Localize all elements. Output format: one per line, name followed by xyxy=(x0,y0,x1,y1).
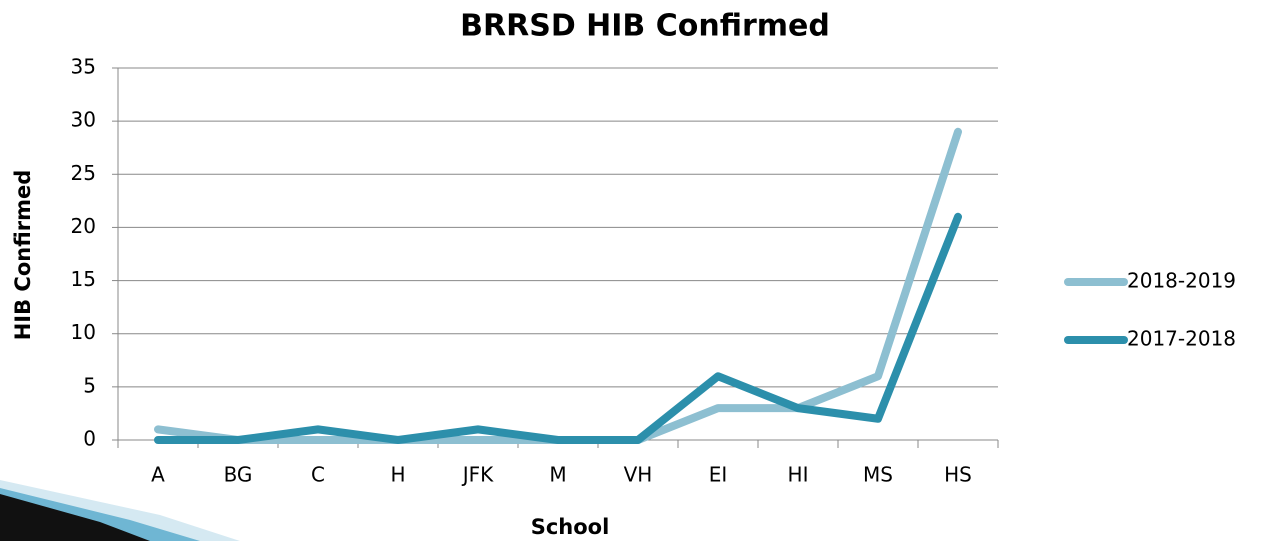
decoration xyxy=(0,480,240,541)
y-tick-label: 5 xyxy=(83,373,96,397)
y-tick-label: 20 xyxy=(71,214,96,238)
x-tick-label: VH xyxy=(624,463,653,487)
x-tick-label: HI xyxy=(788,463,809,487)
x-tick-label: M xyxy=(549,463,566,487)
x-tick-label: EI xyxy=(709,463,728,487)
x-tick-label: C xyxy=(311,463,325,487)
y-tick-label: 30 xyxy=(71,108,96,132)
x-tick-label: MS xyxy=(863,463,893,487)
y-tick-label: 35 xyxy=(71,55,96,79)
y-tick-label: 25 xyxy=(71,161,96,185)
y-tick-label: 0 xyxy=(83,427,96,451)
series-line xyxy=(154,212,962,444)
x-tick-label: JFK xyxy=(461,463,494,487)
chart-title: BRRSD HIB Confirmed xyxy=(460,9,830,44)
legend-label: 2017-2018 xyxy=(1127,327,1236,351)
y-tick-label: 10 xyxy=(71,320,96,344)
x-axis-title: School xyxy=(531,515,610,539)
x-tick-label: HS xyxy=(944,463,972,487)
series-line xyxy=(154,127,962,444)
x-tick-label: A xyxy=(151,463,165,487)
legend-label: 2018-2019 xyxy=(1127,269,1236,293)
y-tick-label: 15 xyxy=(71,267,96,291)
y-axis-title: HIB Confirmed xyxy=(11,170,35,341)
x-tick-label: H xyxy=(390,463,405,487)
x-tick-label: BG xyxy=(224,463,253,487)
